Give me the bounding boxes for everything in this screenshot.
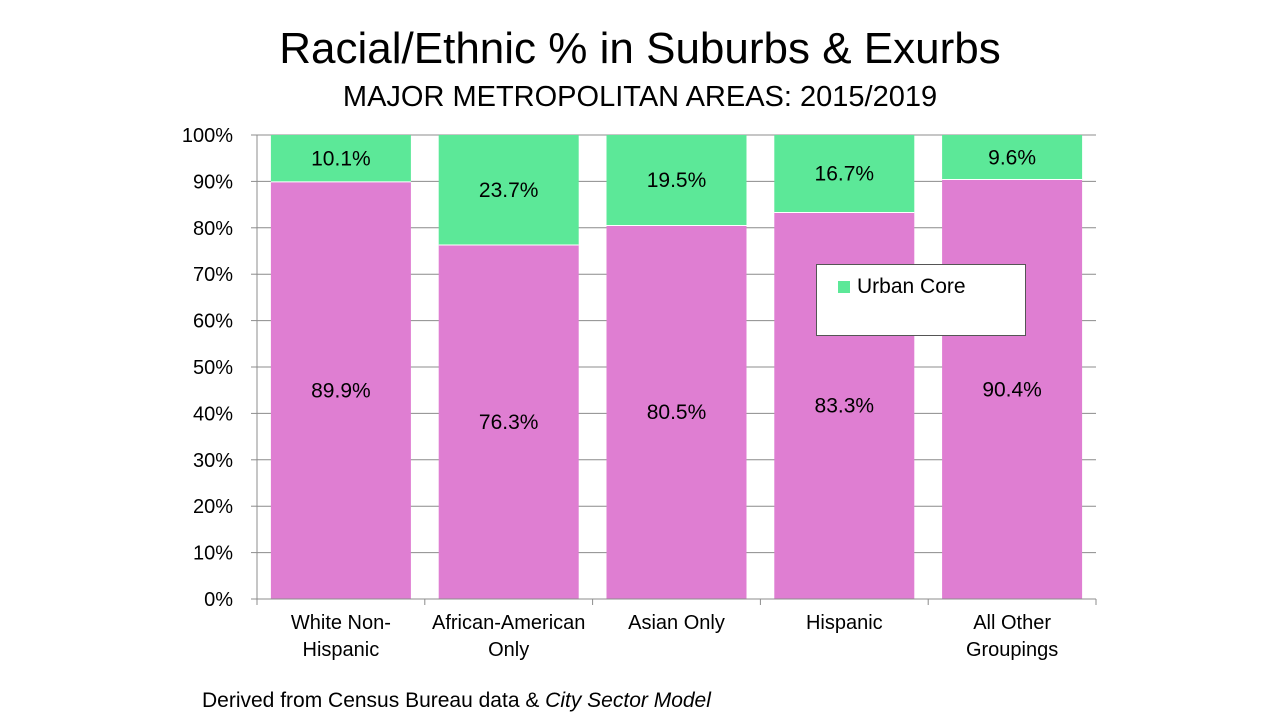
y-tick-label: 10% <box>193 543 233 565</box>
y-tick-label: 100% <box>182 125 233 147</box>
bar-segment <box>438 244 579 599</box>
data-label: 9.6% <box>988 146 1036 169</box>
y-tick-label: 0% <box>204 589 233 611</box>
axes: 0% 10% 20% 30% 40% 50% 60% 70% 80% 90% 100% White N… <box>182 125 1097 661</box>
x-tick-label: All Other <box>973 612 1051 634</box>
y-tick-label: 70% <box>193 264 233 286</box>
y-tick-label: 20% <box>193 496 233 518</box>
bar-segment <box>942 135 1083 180</box>
x-tick-label: Hispanic <box>806 612 883 634</box>
data-labels: 89.9% 10.1% 76.3% 23.7% 80.5% 19.5% 83.3% 16.7%… <box>311 146 1042 434</box>
bar-segment <box>270 135 411 182</box>
y-tick-label: 50% <box>193 357 233 379</box>
legend-label-urban-core: Urban Core <box>857 275 966 298</box>
legend: Urban Core <box>816 264 1026 336</box>
bar-segment <box>606 135 747 226</box>
x-tick-label: Only <box>488 639 529 661</box>
y-tick-label: 40% <box>193 403 233 425</box>
bar-segment <box>942 179 1083 599</box>
bar-segment <box>774 135 915 213</box>
footnote-text: Derived from Census Bureau data & <box>202 689 546 712</box>
x-tick-label: Hispanic <box>303 639 380 661</box>
chart-subtitle: MAJOR METROPOLITAN AREAS: 2015/2019 <box>342 81 938 113</box>
bars <box>270 135 1083 600</box>
data-label: 16.7% <box>815 163 875 186</box>
y-tick-label: 60% <box>193 311 233 333</box>
bar-segment <box>606 225 747 600</box>
bar-segment <box>270 181 411 599</box>
data-label: 89.9% <box>311 379 371 402</box>
bar-segment <box>438 135 579 245</box>
data-label: 10.1% <box>311 147 371 170</box>
source-footnote: Derived from Census Bureau data & City S… <box>202 688 711 714</box>
data-label: 83.3% <box>815 395 875 418</box>
data-label: 19.5% <box>647 169 707 192</box>
y-tick-label: 80% <box>193 218 233 240</box>
chart-title: Racial/Ethnic % in Suburbs & Exurbs <box>279 24 1001 73</box>
y-tick-label: 90% <box>193 171 233 193</box>
x-tick-label: White Non- <box>291 612 391 634</box>
data-label: 90.4% <box>982 378 1042 401</box>
x-tick-label: Asian Only <box>628 612 725 634</box>
x-tick-label: African-American <box>432 612 585 634</box>
data-label: 23.7% <box>479 179 539 202</box>
data-label: 76.3% <box>479 411 539 434</box>
footnote-model-name: City Sector Model <box>545 689 711 712</box>
legend-swatch-urban-core <box>838 281 850 293</box>
y-tick-label: 30% <box>193 450 233 472</box>
data-label: 80.5% <box>647 401 707 424</box>
x-tick-label: Groupings <box>966 639 1058 661</box>
